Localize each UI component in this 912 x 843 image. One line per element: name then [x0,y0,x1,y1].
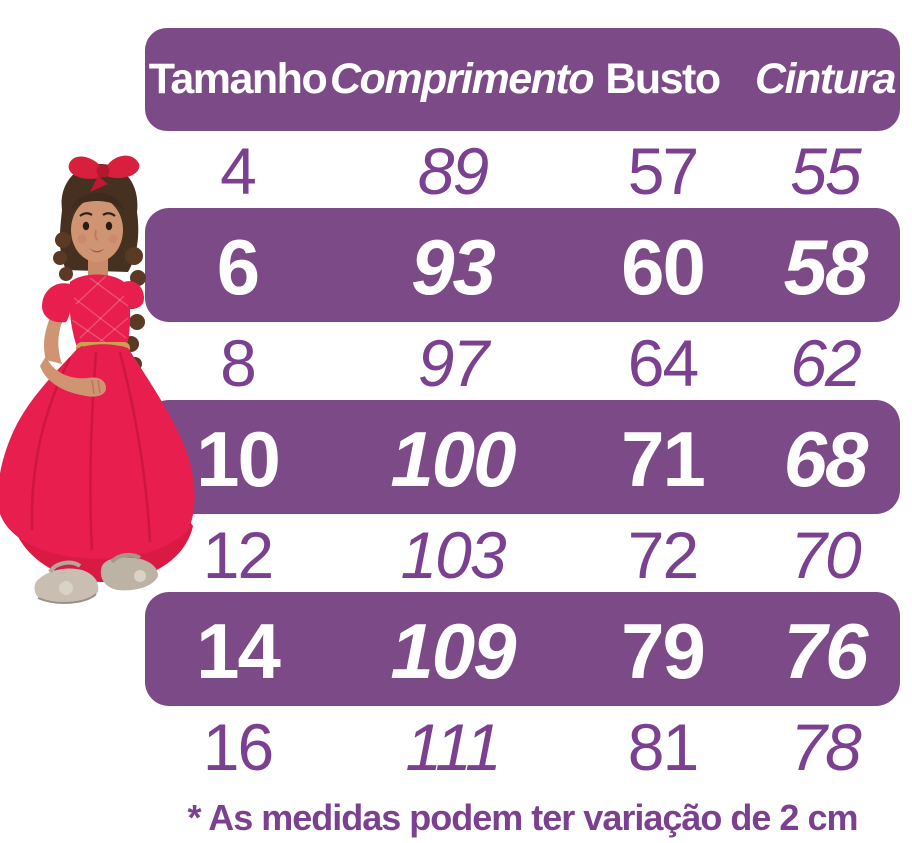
cell-cintura: 68 [783,415,869,503]
cell-busto: 79 [621,607,706,695]
cell-tamanho: 10 [196,415,281,503]
table-row: 14 109 79 76 [145,592,900,706]
sleeve-left [42,283,72,323]
cell-tamanho: 6 [216,223,260,311]
silver-shoes [34,552,158,604]
cell-tamanho: 12 [202,518,274,592]
facial-features [77,212,118,253]
cell-busto: 60 [621,223,706,311]
cell-cintura: 55 [790,134,861,208]
cell-cintura: 58 [783,223,869,311]
table-header: Tamanho Comprimento Busto Cintura [145,28,900,131]
bangs [70,192,124,210]
cell-busto: 72 [627,518,699,592]
hand-on-hip [40,356,106,397]
cell-comprimento: 111 [405,710,501,784]
cell-tamanho: 8 [220,326,257,400]
skirt [0,344,195,559]
cell-tamanho: 4 [220,134,257,208]
arm [44,314,64,364]
cell-comprimento: 89 [417,134,489,208]
hair-bow [68,155,140,192]
table-row: 8 97 64 62 [145,322,900,400]
fingers [91,379,101,395]
cell-cintura: 70 [790,518,861,592]
column-header-cintura: Cintura [755,55,897,103]
column-header-comprimento: Comprimento [330,55,595,103]
table-row: 16 111 81 78 [145,706,900,784]
column-header-busto: Busto [605,55,721,103]
cell-cintura: 62 [790,326,861,400]
table-row: 6 93 60 58 [145,208,900,322]
cell-comprimento: 100 [390,415,516,503]
girl-in-red-dress-photo [0,155,195,604]
cell-tamanho: 16 [202,710,274,784]
table-body: 4 89 57 55 6 93 60 58 8 97 64 62 10 100 … [145,130,900,784]
cell-busto: 81 [627,710,699,784]
cell-tamanho: 14 [196,607,281,695]
cell-busto: 71 [621,415,706,503]
bodice [69,274,131,350]
cell-comprimento: 103 [400,518,506,592]
footnote: * As medidas podem ter variação de 2 cm [187,797,859,838]
column-header-tamanho: Tamanho [148,55,328,103]
table-row: 12 103 72 70 [145,514,900,592]
cell-comprimento: 109 [390,607,516,695]
cell-cintura: 76 [783,607,869,695]
table-row: 4 89 57 55 [145,130,900,208]
cell-cintura: 78 [790,710,861,784]
cell-busto: 64 [627,326,699,400]
cell-comprimento: 97 [417,326,489,400]
cell-comprimento: 93 [411,223,496,311]
table-row: 10 100 71 68 [145,400,900,514]
cell-busto: 57 [627,134,699,208]
